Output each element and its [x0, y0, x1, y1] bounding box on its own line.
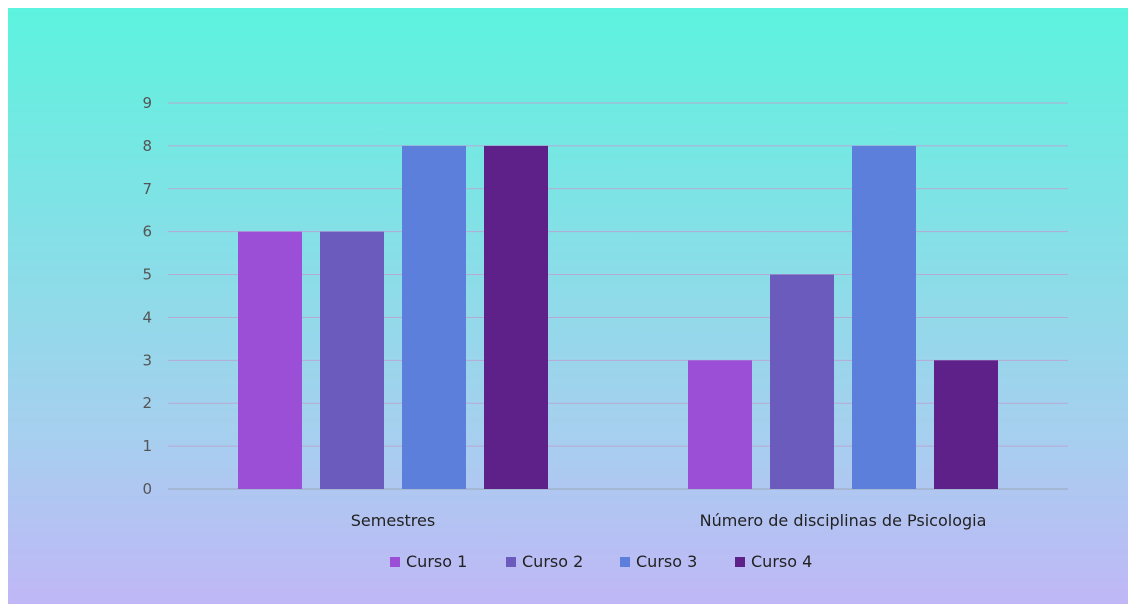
chart-background — [8, 8, 1128, 604]
bar-curso-4 — [484, 145, 548, 489]
y-tick-label: 8 — [142, 137, 152, 155]
y-tick-label: 3 — [142, 351, 152, 369]
legend-swatch — [390, 557, 400, 567]
legend-label: Curso 3 — [636, 552, 697, 571]
y-tick-label: 5 — [142, 266, 152, 284]
y-tick-label: 0 — [142, 480, 152, 498]
legend-swatch — [506, 557, 516, 567]
legend-label: Curso 2 — [522, 552, 583, 571]
legend-swatch — [620, 557, 630, 567]
y-tick-label: 4 — [142, 308, 152, 326]
y-tick-label: 2 — [142, 394, 152, 412]
bar-curso-1 — [688, 360, 752, 489]
legend-swatch — [735, 557, 745, 567]
y-tick-label: 1 — [142, 437, 152, 455]
y-tick-label: 9 — [142, 94, 152, 112]
legend-label: Curso 4 — [751, 552, 812, 571]
bar-curso-3 — [402, 145, 466, 489]
category-label: Semestres — [351, 511, 435, 530]
category-label: Número de disciplinas de Psicologia — [700, 511, 987, 530]
bar-curso-4 — [934, 360, 998, 489]
bar-curso-2 — [320, 231, 384, 489]
legend-label: Curso 1 — [406, 552, 467, 571]
bar-curso-1 — [238, 231, 302, 489]
y-tick-label: 6 — [142, 223, 152, 241]
y-tick-label: 7 — [142, 180, 152, 198]
bar-curso-2 — [770, 274, 834, 489]
bar-curso-3 — [852, 145, 916, 489]
